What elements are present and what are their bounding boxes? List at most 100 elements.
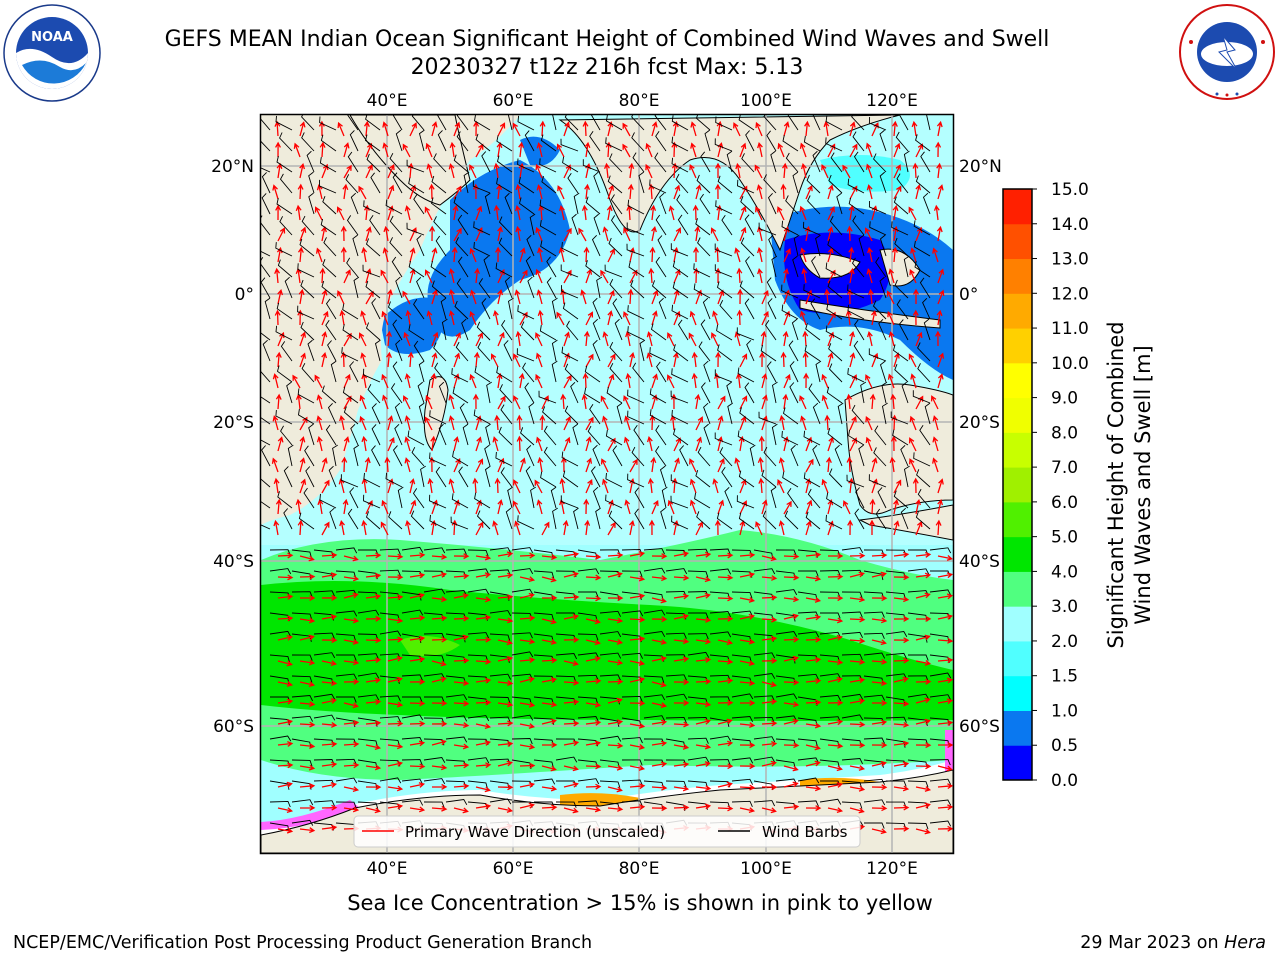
lon-tick-bottom: 60°E: [493, 859, 534, 879]
wind-barb: [474, 115, 491, 131]
lon-tick-bottom: 80°E: [619, 859, 660, 879]
wind-barb: [590, 115, 601, 131]
wave-direction-arrow: [407, 351, 414, 368]
lat-tick-right: 20°S: [959, 413, 1000, 433]
wave-direction-arrow: [886, 290, 895, 305]
wave-direction-arrow: [426, 310, 433, 326]
wave-direction-arrow: [453, 807, 469, 814]
wave-direction-arrow: [849, 677, 866, 684]
wave-direction-arrow: [607, 697, 623, 704]
wind-barb: [632, 362, 645, 383]
wave-direction-arrow: [607, 289, 615, 305]
wind-barb: [864, 822, 885, 829]
wave-direction-arrow: [717, 718, 733, 725]
wave-direction-arrow: [805, 656, 822, 663]
wave-direction-arrow: [754, 164, 763, 179]
wave-direction-arrow: [695, 576, 712, 583]
wave-direction-arrow: [717, 740, 734, 747]
wave-direction-arrow: [409, 122, 417, 137]
colorbar-tick-label: 8.0: [1051, 423, 1078, 443]
lon-tick-bottom: 120°E: [866, 859, 918, 879]
wind-barb: [929, 547, 952, 554]
wind-barb: [489, 633, 511, 641]
wave-direction-arrow: [321, 824, 338, 831]
wind-barb: [401, 778, 424, 785]
wave-direction-arrow: [715, 162, 721, 178]
wave-direction-arrow: [380, 521, 389, 536]
wave-direction-arrow: [497, 594, 514, 601]
wind-barb: [659, 465, 667, 488]
wave-direction-arrow: [651, 655, 668, 662]
wind-barb: [908, 654, 929, 661]
wind-barb: [385, 472, 403, 488]
wave-direction-arrow: [563, 551, 580, 558]
wind-barb: [803, 430, 821, 446]
wave-direction-arrow: [937, 593, 953, 600]
wind-barb: [665, 674, 687, 681]
wave-direction-arrow: [827, 595, 844, 602]
wave-direction-arrow: [558, 247, 565, 263]
wave-direction-arrow: [629, 519, 635, 536]
wave-direction-arrow: [361, 435, 368, 452]
nws-logo-icon: [1179, 4, 1275, 100]
wave-direction-arrow: [865, 415, 873, 431]
wave-direction-arrow: [761, 616, 778, 623]
wind-barb: [418, 129, 425, 152]
wind-barb: [766, 277, 777, 299]
wave-direction-arrow: [541, 521, 550, 536]
wind-barb: [649, 409, 667, 425]
wave-direction-arrow: [272, 373, 279, 389]
wind-barb: [775, 549, 797, 556]
wind-barb: [433, 216, 447, 236]
wind-barb: [920, 151, 931, 173]
wind-barb: [719, 299, 733, 320]
wave-direction-arrow: [871, 805, 888, 812]
wave-direction-arrow: [472, 393, 479, 410]
wind-barb: [370, 172, 381, 194]
wind-barb: [498, 426, 513, 446]
wave-direction-arrow: [607, 373, 615, 389]
wave-direction-arrow: [673, 656, 690, 663]
wave-direction-arrow: [893, 520, 900, 536]
wind-barb: [914, 261, 931, 278]
wave-direction-arrow: [453, 457, 461, 473]
wave-direction-arrow: [431, 783, 448, 790]
wind-barb: [788, 340, 799, 362]
wind-barb: [416, 276, 425, 299]
wave-direction-arrow: [319, 267, 326, 284]
wave-direction-arrow: [340, 246, 347, 263]
wind-barb: [539, 158, 557, 173]
wave-direction-arrow: [673, 593, 690, 600]
wind-barb: [363, 472, 381, 488]
wind-barb: [697, 237, 711, 257]
wind-barb: [828, 343, 843, 362]
wind-barb: [275, 242, 293, 257]
wave-direction-arrow: [937, 572, 953, 579]
wind-barb: [313, 714, 336, 721]
wind-barb: [593, 213, 601, 236]
wave-direction-arrow: [778, 457, 785, 473]
wind-barb: [275, 325, 293, 341]
wave-direction-arrow: [387, 720, 404, 727]
wind-barb: [847, 368, 865, 383]
wave-direction-arrow: [893, 479, 902, 494]
wind-barb: [291, 612, 313, 620]
lon-tick-bottom: 100°E: [740, 859, 792, 879]
wind-barb: [540, 240, 557, 257]
wave-direction-arrow: [563, 164, 572, 179]
wave-direction-arrow: [607, 742, 624, 749]
wind-barb: [551, 297, 558, 320]
wave-direction-arrow: [625, 372, 632, 389]
wind-barb: [335, 758, 357, 765]
wave-direction-arrow: [734, 247, 741, 263]
wind-barb: [301, 362, 315, 383]
wind-barb: [261, 363, 271, 383]
wind-barb: [507, 115, 513, 131]
wind-barb: [703, 360, 711, 383]
wind-barb: [562, 470, 579, 488]
wave-direction-arrow: [607, 678, 624, 685]
wave-direction-arrow: [849, 552, 866, 559]
wave-direction-arrow: [915, 615, 932, 622]
wave-direction-arrow: [337, 290, 345, 305]
wave-direction-arrow: [536, 289, 543, 305]
